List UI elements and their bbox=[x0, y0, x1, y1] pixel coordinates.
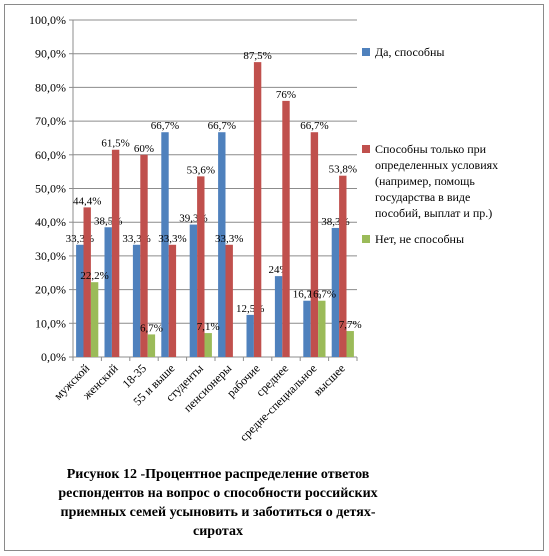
data-label: 66,7% bbox=[151, 120, 179, 132]
bar bbox=[161, 132, 169, 357]
data-label: 60% bbox=[134, 143, 154, 155]
y-tick-label: 10,0% bbox=[35, 316, 66, 330]
data-label: 66,7% bbox=[208, 120, 236, 132]
data-label: 87,5% bbox=[243, 50, 271, 62]
y-tick-label: 90,0% bbox=[35, 47, 66, 61]
bar bbox=[168, 244, 177, 357]
legend-item-yes: Да, способны bbox=[362, 44, 540, 60]
bar bbox=[132, 244, 141, 357]
bar bbox=[140, 154, 148, 357]
bar bbox=[282, 100, 290, 357]
bar bbox=[111, 149, 120, 357]
bar bbox=[204, 333, 212, 357]
bar bbox=[346, 331, 354, 357]
legend-label-no: Нет, не способны bbox=[375, 232, 465, 246]
bar bbox=[104, 227, 112, 357]
legend-label-yes: Да, способны bbox=[375, 45, 445, 59]
bar bbox=[303, 300, 311, 357]
legend-swatch-no bbox=[362, 235, 370, 243]
bar bbox=[225, 244, 233, 357]
data-label: 53,8% bbox=[329, 164, 357, 176]
figure-caption-line-2: респондентов на вопрос о способности рос… bbox=[58, 486, 378, 501]
figure-caption-line-1: Рисунок 12 -Процентное распределение отв… bbox=[66, 467, 370, 482]
y-tick-label: 60,0% bbox=[35, 148, 66, 162]
bar bbox=[310, 132, 319, 357]
legend-label-conditional: Способны только при определенных условия… bbox=[375, 142, 499, 220]
category-label: высшее bbox=[310, 361, 347, 398]
y-tick-label: 50,0% bbox=[35, 182, 66, 196]
y-tick-label: 70,0% bbox=[35, 114, 66, 128]
bar bbox=[197, 176, 205, 357]
bar bbox=[83, 207, 91, 357]
bar bbox=[246, 314, 254, 357]
y-tick-label: 20,0% bbox=[35, 283, 66, 297]
data-label: 44,4% bbox=[73, 195, 101, 207]
data-label: 53,6% bbox=[187, 164, 215, 176]
bar bbox=[274, 276, 283, 357]
chart-frame bbox=[4, 4, 544, 551]
data-label: 76% bbox=[276, 89, 296, 101]
bar bbox=[318, 300, 326, 357]
bar bbox=[147, 334, 156, 357]
figure-caption-line-4: сиротах bbox=[193, 524, 243, 539]
legend-item-conditional: Способны только при определенных условия… bbox=[362, 141, 540, 221]
y-tick-label: 100,0% bbox=[29, 13, 66, 27]
data-label: 6,7% bbox=[140, 322, 163, 334]
legend-item-no: Нет, не способны bbox=[362, 231, 540, 247]
data-label: 16,7% bbox=[308, 289, 336, 301]
bar bbox=[331, 227, 340, 357]
data-label: 33,3% bbox=[158, 233, 186, 245]
data-label: 66,7% bbox=[300, 120, 328, 132]
figure-caption-line-3: приемных семей усыновить и заботиться о … bbox=[60, 505, 376, 520]
legend-swatch-conditional bbox=[362, 145, 370, 153]
y-tick-label: 80,0% bbox=[35, 80, 66, 94]
bar bbox=[253, 62, 262, 357]
bar bbox=[76, 244, 84, 357]
legend-swatch-yes bbox=[362, 48, 370, 56]
bar bbox=[189, 224, 198, 357]
bar bbox=[90, 282, 99, 357]
data-label: 7,1% bbox=[197, 321, 220, 333]
bar bbox=[218, 132, 226, 357]
legend: Да, способны Способны только при определ… bbox=[362, 0, 542, 556]
y-tick-label: 0,0% bbox=[41, 350, 66, 364]
data-label: 22,2% bbox=[80, 270, 108, 282]
y-tick-label: 40,0% bbox=[35, 215, 66, 229]
y-tick-label: 30,0% bbox=[35, 249, 66, 263]
data-label: 33,3% bbox=[215, 233, 243, 245]
bar bbox=[339, 175, 347, 357]
data-label: 61,5% bbox=[101, 138, 129, 150]
data-label: 7,7% bbox=[339, 319, 362, 331]
